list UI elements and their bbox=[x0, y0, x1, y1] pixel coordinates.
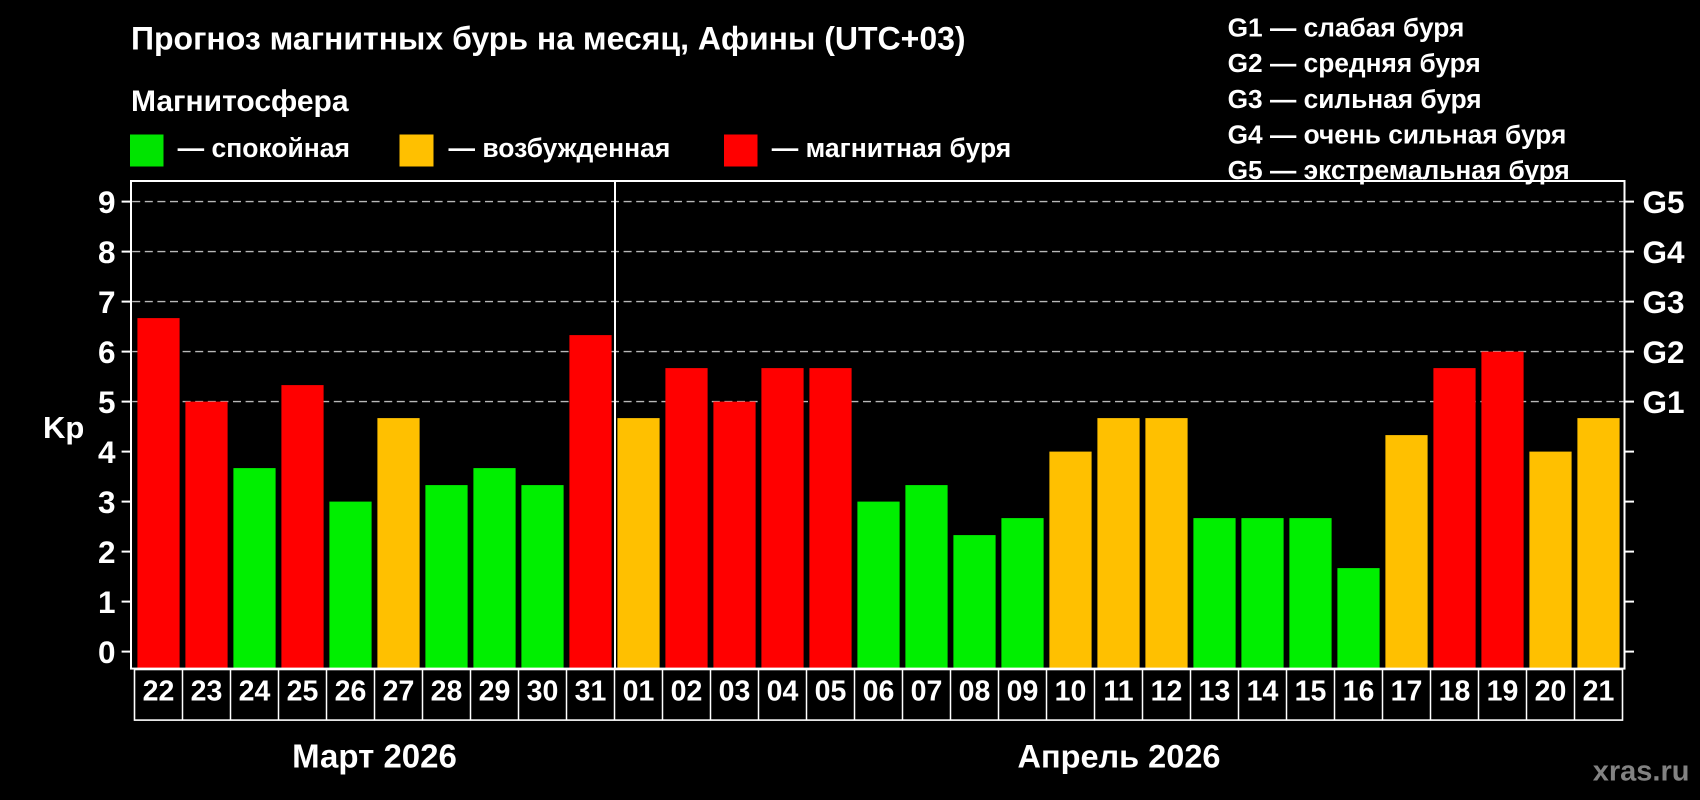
svg-text:08: 08 bbox=[959, 676, 991, 708]
svg-text:Kp: Kp bbox=[43, 410, 84, 445]
svg-text:G1 — слабая буря: G1 — слабая буря bbox=[1228, 13, 1465, 43]
svg-text:14: 14 bbox=[1247, 676, 1279, 708]
svg-text:24: 24 bbox=[239, 676, 271, 708]
svg-text:G5: G5 bbox=[1643, 184, 1685, 220]
svg-text:28: 28 bbox=[431, 676, 463, 708]
svg-text:G3: G3 bbox=[1643, 284, 1685, 320]
svg-text:10: 10 bbox=[1055, 676, 1087, 708]
svg-text:G2: G2 bbox=[1643, 334, 1685, 370]
svg-text:— спокойная: — спокойная bbox=[178, 133, 350, 163]
svg-text:1: 1 bbox=[98, 584, 116, 620]
svg-text:23: 23 bbox=[191, 676, 223, 708]
svg-text:5: 5 bbox=[98, 384, 116, 420]
svg-text:xras.ru: xras.ru bbox=[1593, 756, 1690, 788]
svg-text:12: 12 bbox=[1151, 676, 1183, 708]
svg-text:01: 01 bbox=[623, 676, 655, 708]
svg-text:8: 8 bbox=[98, 234, 116, 270]
svg-text:G2 — средняя буря: G2 — средняя буря bbox=[1228, 48, 1481, 78]
svg-text:11: 11 bbox=[1103, 676, 1133, 708]
svg-text:03: 03 bbox=[719, 676, 751, 708]
svg-text:29: 29 bbox=[479, 676, 511, 708]
svg-text:G1: G1 bbox=[1643, 384, 1685, 420]
svg-text:15: 15 bbox=[1295, 676, 1327, 708]
svg-text:21: 21 bbox=[1583, 676, 1615, 708]
svg-text:13: 13 bbox=[1199, 676, 1231, 708]
svg-text:07: 07 bbox=[911, 676, 943, 708]
svg-text:Прогноз магнитных бурь на меся: Прогноз магнитных бурь на месяц, Афины (… bbox=[131, 21, 966, 57]
svg-text:09: 09 bbox=[1007, 676, 1039, 708]
svg-text:16: 16 bbox=[1343, 676, 1375, 708]
svg-text:19: 19 bbox=[1487, 676, 1519, 708]
svg-text:31: 31 bbox=[575, 676, 607, 708]
svg-text:0: 0 bbox=[98, 634, 116, 670]
svg-text:— магнитная буря: — магнитная буря bbox=[772, 133, 1011, 163]
svg-text:9: 9 bbox=[98, 184, 116, 220]
svg-text:25: 25 bbox=[287, 676, 319, 708]
svg-text:04: 04 bbox=[767, 676, 799, 708]
svg-text:G5 — экстремальная буря: G5 — экстремальная буря bbox=[1228, 155, 1570, 185]
svg-text:7: 7 bbox=[98, 284, 116, 320]
svg-text:18: 18 bbox=[1439, 676, 1471, 708]
svg-text:22: 22 bbox=[143, 676, 175, 708]
svg-text:G4 — очень сильная буря: G4 — очень сильная буря bbox=[1228, 119, 1567, 149]
svg-text:3: 3 bbox=[98, 484, 116, 520]
svg-text:G4: G4 bbox=[1643, 234, 1686, 270]
svg-text:06: 06 bbox=[863, 676, 895, 708]
svg-text:— возбужденная: — возбужденная bbox=[449, 133, 671, 163]
svg-text:26: 26 bbox=[335, 676, 367, 708]
svg-text:2: 2 bbox=[98, 534, 116, 570]
svg-text:Март 2026: Март 2026 bbox=[292, 738, 457, 775]
svg-text:Магнитосфера: Магнитосфера bbox=[131, 85, 349, 118]
svg-text:30: 30 bbox=[527, 676, 559, 708]
svg-text:20: 20 bbox=[1535, 676, 1567, 708]
svg-text:05: 05 bbox=[815, 676, 847, 708]
svg-text:6: 6 bbox=[98, 334, 116, 370]
svg-text:27: 27 bbox=[383, 676, 415, 708]
svg-text:4: 4 bbox=[98, 434, 116, 470]
svg-text:17: 17 bbox=[1391, 676, 1423, 708]
svg-text:G3 — сильная буря: G3 — сильная буря bbox=[1228, 84, 1482, 114]
svg-text:02: 02 bbox=[671, 676, 703, 708]
svg-text:Апрель 2026: Апрель 2026 bbox=[1018, 739, 1221, 775]
